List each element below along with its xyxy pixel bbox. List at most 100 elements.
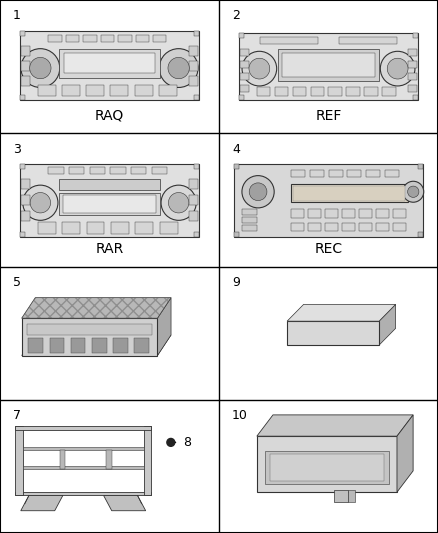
Circle shape <box>403 181 424 202</box>
Bar <box>291 209 304 218</box>
Bar <box>21 211 30 221</box>
Bar <box>310 170 324 177</box>
Text: RAR: RAR <box>95 242 124 256</box>
Bar <box>270 454 384 481</box>
Bar <box>242 225 257 231</box>
Circle shape <box>380 51 415 86</box>
Bar <box>347 170 361 177</box>
Bar <box>15 426 23 496</box>
Bar <box>20 95 25 100</box>
Bar <box>242 209 257 215</box>
Circle shape <box>408 186 419 197</box>
Bar <box>189 76 198 86</box>
Bar <box>59 179 160 190</box>
Bar <box>20 30 199 100</box>
Text: 7: 7 <box>13 409 21 422</box>
Bar <box>328 170 343 177</box>
Polygon shape <box>287 321 379 345</box>
Circle shape <box>23 185 58 220</box>
Bar <box>189 179 198 189</box>
Bar <box>293 86 306 96</box>
Polygon shape <box>257 436 397 492</box>
Bar <box>385 170 399 177</box>
Bar <box>59 193 160 215</box>
Text: REC: REC <box>314 242 343 256</box>
Bar <box>364 86 378 96</box>
Circle shape <box>30 58 51 79</box>
Circle shape <box>249 58 270 79</box>
Text: REF: REF <box>315 109 342 123</box>
Bar <box>111 222 129 233</box>
Text: 2: 2 <box>232 9 240 22</box>
Bar <box>346 86 360 96</box>
Bar <box>408 61 417 68</box>
Bar <box>189 61 198 71</box>
Bar <box>90 167 105 174</box>
Bar <box>21 179 30 189</box>
Bar <box>110 167 126 174</box>
Bar <box>291 223 304 231</box>
Polygon shape <box>103 496 146 511</box>
Polygon shape <box>257 415 413 436</box>
Bar <box>311 86 324 96</box>
Bar <box>234 232 239 237</box>
Bar <box>366 170 380 177</box>
Bar <box>194 95 199 100</box>
Bar <box>239 95 244 100</box>
Bar <box>21 61 30 71</box>
Bar <box>325 209 338 218</box>
Circle shape <box>169 192 189 213</box>
Bar <box>118 35 131 42</box>
Bar <box>87 222 105 233</box>
Bar <box>413 95 418 100</box>
Bar <box>257 86 270 96</box>
Bar <box>408 49 417 56</box>
Circle shape <box>249 183 267 200</box>
Polygon shape <box>379 304 396 345</box>
Polygon shape <box>22 297 171 318</box>
Bar <box>291 184 408 202</box>
Bar <box>260 37 318 44</box>
Bar <box>325 223 338 231</box>
Bar <box>240 61 249 68</box>
Circle shape <box>242 51 277 86</box>
Circle shape <box>21 49 60 87</box>
Bar <box>83 35 97 42</box>
Bar <box>342 209 355 218</box>
Bar <box>15 491 151 496</box>
Bar <box>21 46 30 55</box>
Bar <box>144 426 151 496</box>
Bar <box>189 46 198 55</box>
Bar <box>418 164 423 168</box>
Bar <box>239 33 418 100</box>
Bar <box>21 195 30 205</box>
Bar <box>413 33 418 38</box>
Bar <box>134 337 148 352</box>
Bar <box>282 53 375 77</box>
Bar <box>135 35 149 42</box>
Circle shape <box>242 176 274 208</box>
Bar <box>49 337 64 352</box>
Bar <box>242 217 257 223</box>
Bar <box>234 164 423 237</box>
Bar <box>20 164 199 237</box>
Bar <box>234 164 239 168</box>
Bar <box>21 76 30 86</box>
Bar <box>92 337 106 352</box>
Bar <box>382 86 396 96</box>
Bar <box>275 86 288 96</box>
Bar <box>27 324 152 335</box>
Circle shape <box>168 58 189 79</box>
Bar <box>278 49 379 81</box>
Bar <box>293 186 405 200</box>
Bar <box>342 223 355 231</box>
Bar <box>113 337 127 352</box>
Text: 10: 10 <box>232 409 248 422</box>
Bar <box>134 85 152 96</box>
Bar <box>339 37 397 44</box>
Bar <box>101 35 114 42</box>
Bar <box>63 196 156 213</box>
Bar <box>291 170 305 177</box>
Bar <box>418 232 423 237</box>
Bar <box>392 209 406 218</box>
